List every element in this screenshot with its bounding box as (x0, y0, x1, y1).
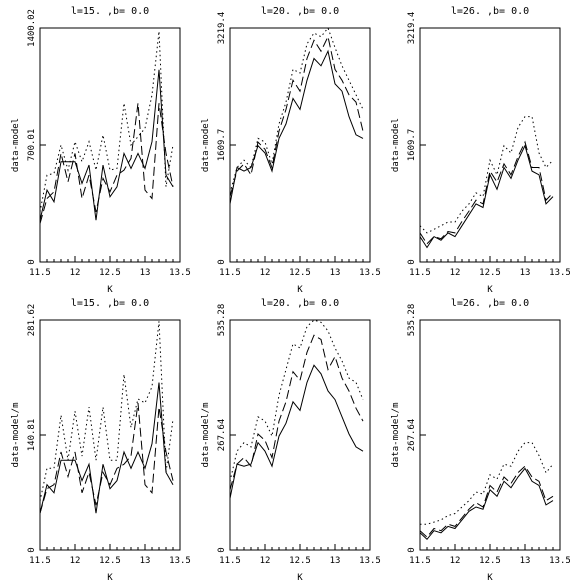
x-tick-label: 12.5 (289, 268, 311, 278)
x-tick-label: 12 (260, 268, 271, 278)
series-line-dashed (419, 465, 554, 538)
x-tick-label: 11.5 (409, 268, 431, 278)
panel-title: l=26. ,b= 0.0 (451, 298, 529, 309)
y-axis-label: data-model/m (201, 402, 211, 467)
x-tick-label: 13.5 (169, 268, 191, 278)
x-axis-label: K (297, 285, 303, 295)
series-line-dotted (39, 31, 174, 212)
y-tick-label: 281.62 (27, 304, 37, 337)
x-tick-label: 12 (450, 556, 461, 566)
x-tick-label: 13 (330, 556, 341, 566)
x-tick-label: 12 (260, 556, 271, 566)
series-line-dotted (419, 116, 554, 234)
x-tick-label: 13.5 (169, 556, 191, 566)
x-tick-label: 12 (70, 268, 81, 278)
series-line-dotted (229, 26, 364, 194)
x-tick-label: 12.5 (479, 268, 501, 278)
series-line-dashed (229, 35, 364, 197)
y-tick-label: 1609.7 (217, 129, 227, 162)
x-tick-label: 13.5 (359, 556, 381, 566)
y-tick-label: 535.28 (217, 304, 227, 337)
plot-frame (39, 319, 181, 551)
panel-title: l=15. ,b= 0.0 (71, 298, 149, 309)
chart-panel: l=15. ,b= 0.0 11.5 12 12.5 13 13.5 0 140.81 281.… (11, 298, 191, 583)
y-tick-label: 0 (407, 547, 417, 552)
x-tick-label: 11.5 (29, 556, 51, 566)
x-tick-label: 13 (140, 556, 151, 566)
panel-title: l=15. ,b= 0.0 (71, 6, 149, 17)
y-axis-label: data-model/m (391, 402, 401, 467)
series-line-solid (419, 144, 554, 249)
plot-frame (39, 27, 181, 263)
chart-panel: l=20. ,b= 0.0 11.5 12 12.5 13 13.5 0 1609.7 3219… (201, 6, 381, 295)
series-line-dotted (229, 319, 364, 482)
x-tick-label: 11.5 (219, 268, 241, 278)
x-tick-label: 12.5 (99, 268, 121, 278)
x-axis-label: K (487, 285, 493, 295)
chart-panel: l=20. ,b= 0.0 11.5 12 12.5 13 13.5 0 267.64 535.… (201, 298, 381, 583)
y-tick-label: 700.01 (27, 129, 37, 162)
series-line-dashed (229, 334, 364, 490)
x-tick-label: 12.5 (289, 556, 311, 566)
x-tick-label: 13 (140, 268, 151, 278)
x-tick-label: 13 (330, 268, 341, 278)
x-tick-label: 13 (520, 556, 531, 566)
y-axis-label: data-model (391, 118, 401, 172)
x-tick-label: 12 (450, 268, 461, 278)
x-tick-label: 11.5 (409, 556, 431, 566)
y-axis-label: data-model (11, 118, 21, 172)
plot-frame (419, 27, 561, 263)
y-tick-label: 140.81 (27, 419, 37, 452)
x-tick-label: 13.5 (359, 268, 381, 278)
series-line-solid (419, 467, 554, 541)
plot-frame (419, 319, 561, 551)
series-line-dotted (420, 442, 554, 525)
plot-frame (229, 27, 371, 263)
series-line-solid (229, 364, 364, 499)
x-tick-label: 13.5 (549, 556, 570, 566)
y-tick-label: 3219.4 (217, 12, 227, 45)
series-line-solid (39, 69, 174, 221)
y-tick-label: 0 (27, 547, 37, 552)
x-axis-label: K (297, 573, 303, 583)
chart-panel: l=26. ,b= 0.0 11.5 12 12.5 13 13.5 0 1609.7 3219… (391, 6, 570, 295)
series-line-dashed (39, 402, 174, 514)
x-axis-label: K (487, 573, 493, 583)
x-tick-label: 13 (520, 268, 531, 278)
y-tick-label: 0 (217, 259, 227, 264)
x-tick-label: 11.5 (219, 556, 241, 566)
x-tick-label: 13.5 (549, 268, 570, 278)
panel-title: l=20. ,b= 0.0 (261, 6, 339, 17)
series-line-solid (39, 382, 174, 514)
x-tick-label: 12.5 (479, 556, 501, 566)
y-axis-label: data-model/m (11, 402, 21, 467)
y-tick-label: 1400.02 (27, 9, 37, 47)
y-tick-label: 267.64 (217, 419, 227, 452)
series-line-dotted (39, 321, 174, 502)
x-tick-label: 12.5 (99, 556, 121, 566)
x-axis-label: K (107, 573, 113, 583)
y-tick-label: 1609.7 (407, 129, 417, 162)
series-line-dashed (39, 103, 174, 224)
panel-title: l=26. ,b= 0.0 (451, 6, 529, 17)
x-tick-label: 11.5 (29, 268, 51, 278)
chart-panel: l=15. ,b= 0.0 11.5 12 12.5 13 13.5 0 700.01 1400… (11, 6, 191, 295)
x-axis-label: K (107, 285, 113, 295)
y-tick-label: 0 (407, 259, 417, 264)
y-tick-label: 0 (217, 547, 227, 552)
y-tick-label: 0 (27, 259, 37, 264)
y-tick-label: 267.64 (407, 419, 417, 452)
chart-panel: l=26. ,b= 0.0 11.5 12 12.5 13 13.5 0 267.64 535.… (391, 298, 570, 583)
series-line-dashed (419, 140, 554, 245)
x-tick-label: 12 (70, 556, 81, 566)
y-tick-label: 3219.4 (407, 12, 417, 45)
series-line-solid (229, 49, 364, 204)
y-tick-label: 535.28 (407, 304, 417, 337)
y-axis-label: data-model (201, 118, 211, 172)
panel-title: l=20. ,b= 0.0 (261, 298, 339, 309)
